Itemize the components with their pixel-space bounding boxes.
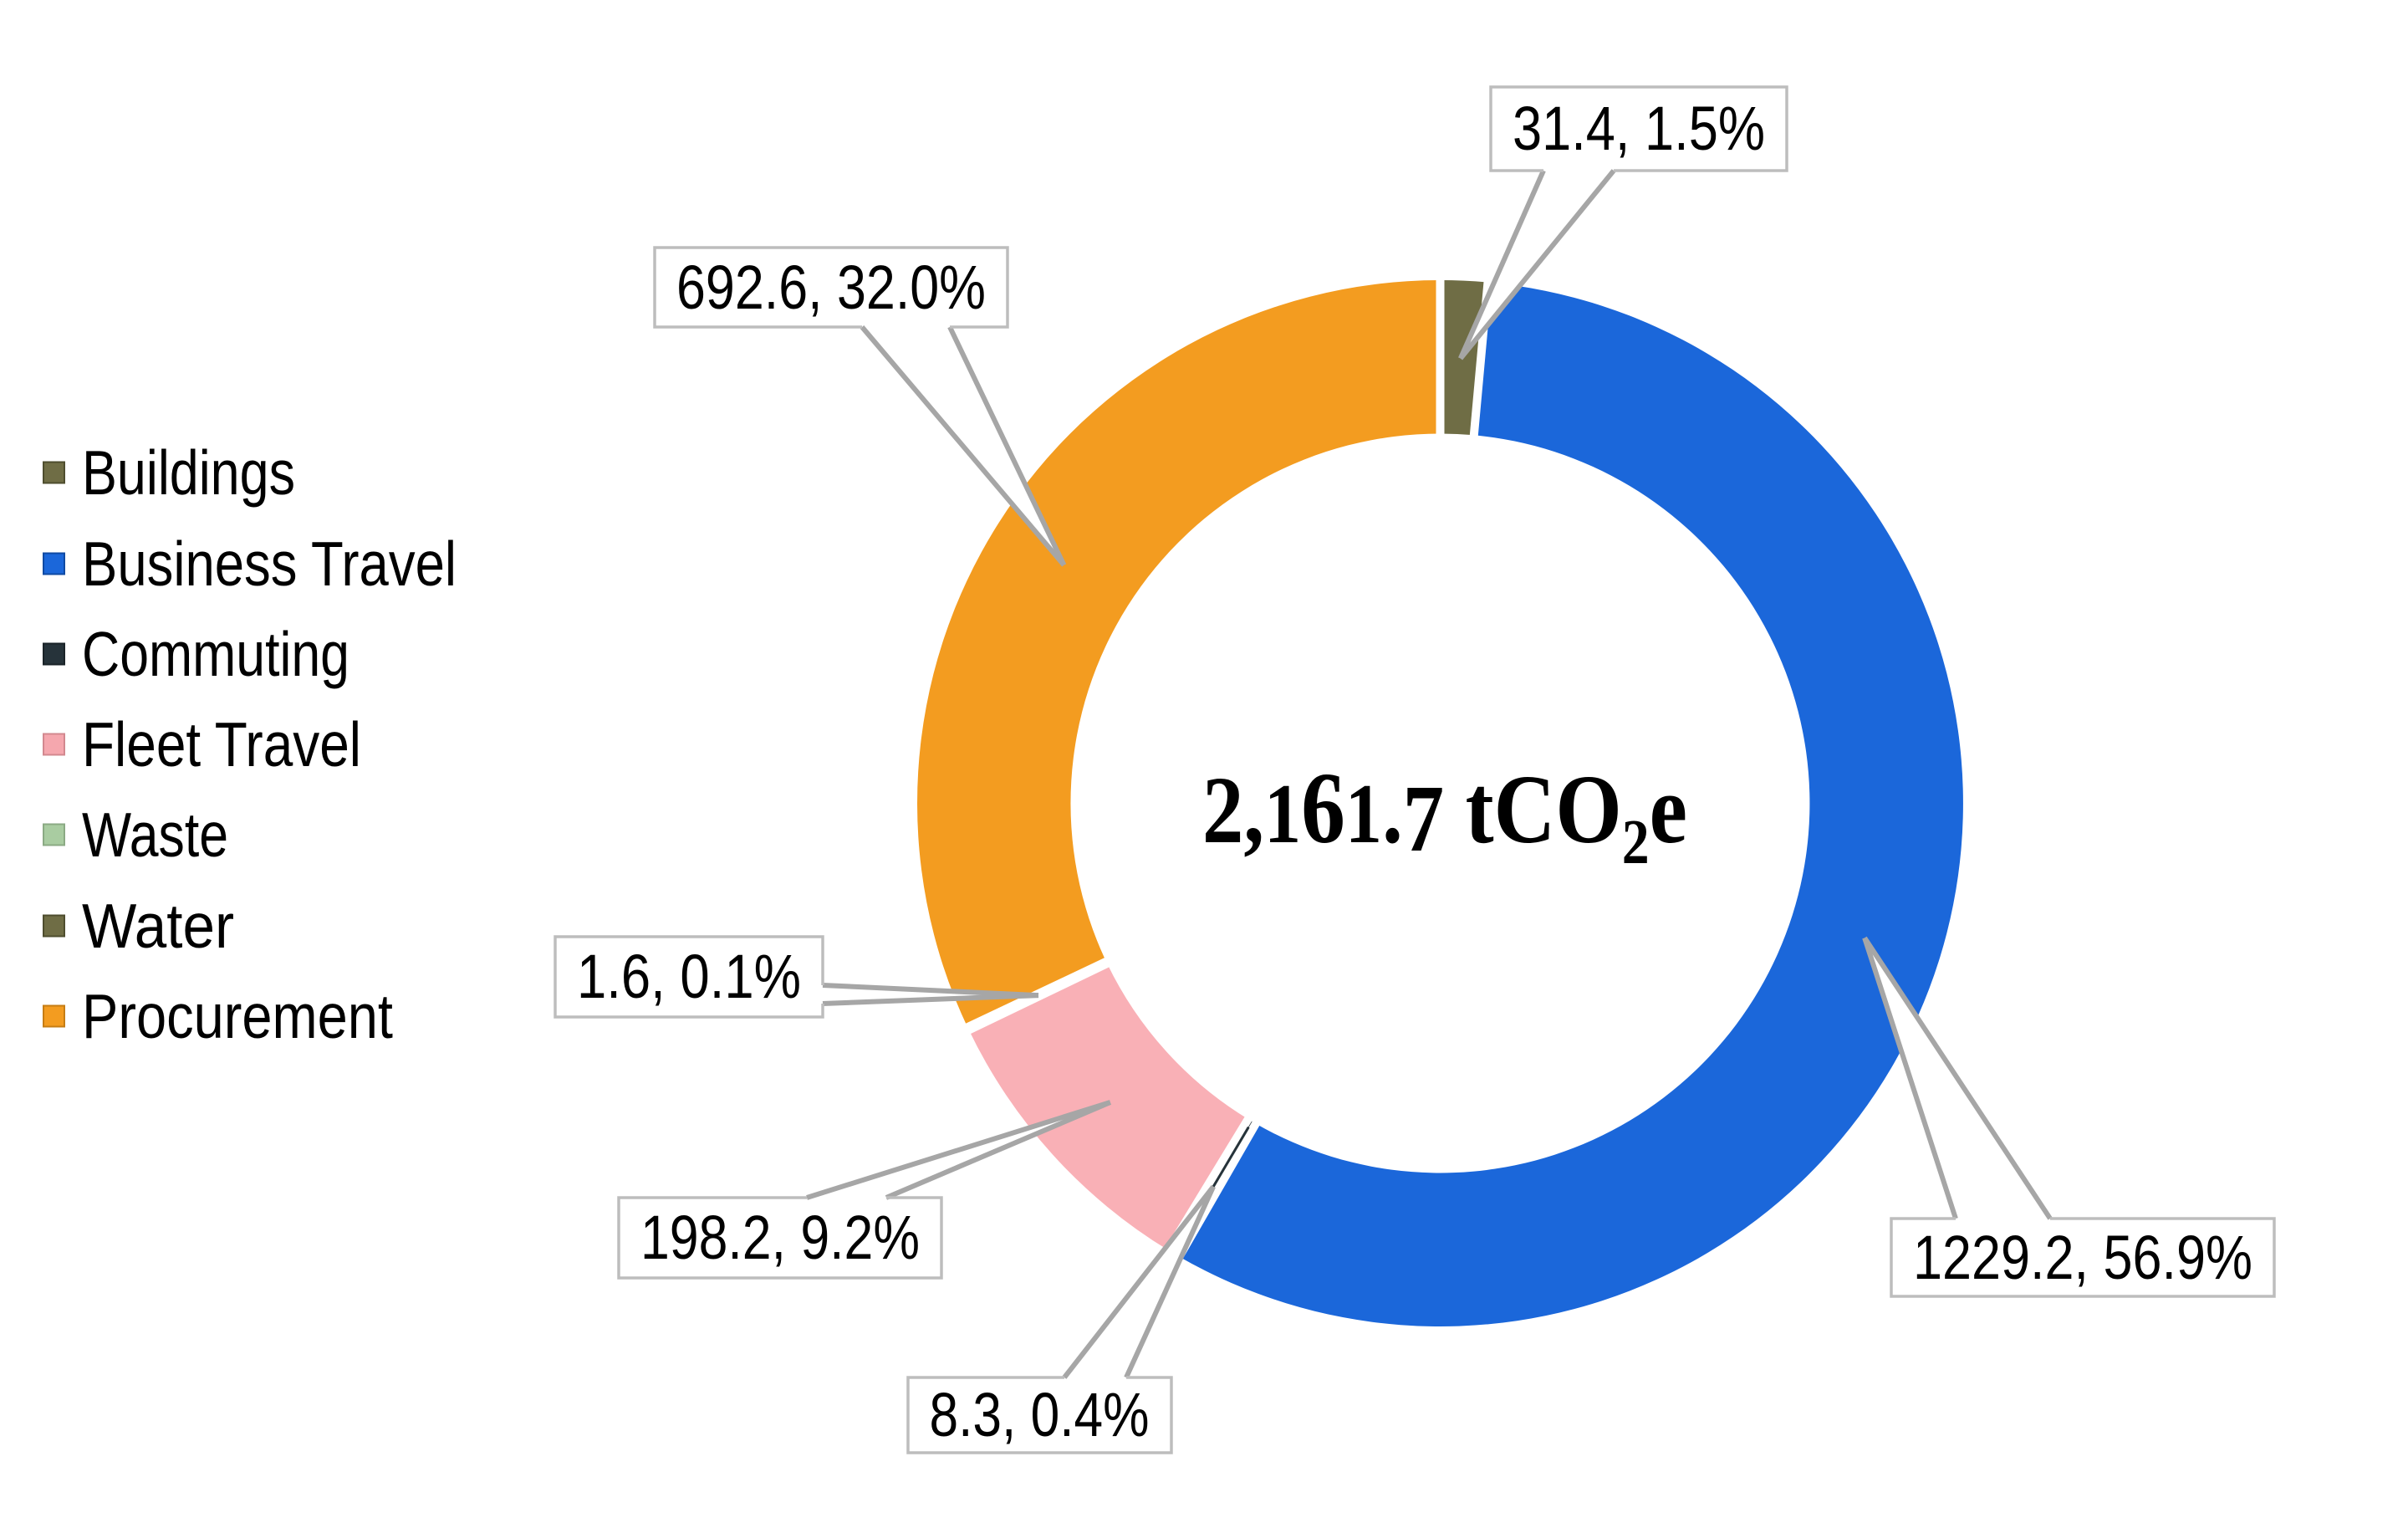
svg-text:Procurement: Procurement xyxy=(82,981,393,1051)
svg-text:Commuting: Commuting xyxy=(82,619,349,689)
svg-text:Buildings: Buildings xyxy=(82,437,295,508)
svg-text:Water: Water xyxy=(82,891,234,961)
svg-text:Business Travel: Business Travel xyxy=(82,529,457,599)
svg-text:31.4, 1.5%: 31.4, 1.5% xyxy=(1513,94,1765,163)
svg-text:8.3, 0.4%: 8.3, 0.4% xyxy=(930,1380,1150,1449)
svg-text:1229.2, 56.9%: 1229.2, 56.9% xyxy=(1913,1223,2252,1292)
svg-text:692.6, 32.0%: 692.6, 32.0% xyxy=(676,253,986,322)
svg-text:198.2, 9.2%: 198.2, 9.2% xyxy=(640,1203,920,1272)
svg-text:2,161.7 tCO2e: 2,161.7 tCO2e xyxy=(1202,752,1687,877)
svg-text:Fleet Travel: Fleet Travel xyxy=(82,709,361,779)
svg-text:Waste: Waste xyxy=(82,800,228,870)
svg-text:1.6, 0.1%: 1.6, 0.1% xyxy=(577,942,801,1011)
